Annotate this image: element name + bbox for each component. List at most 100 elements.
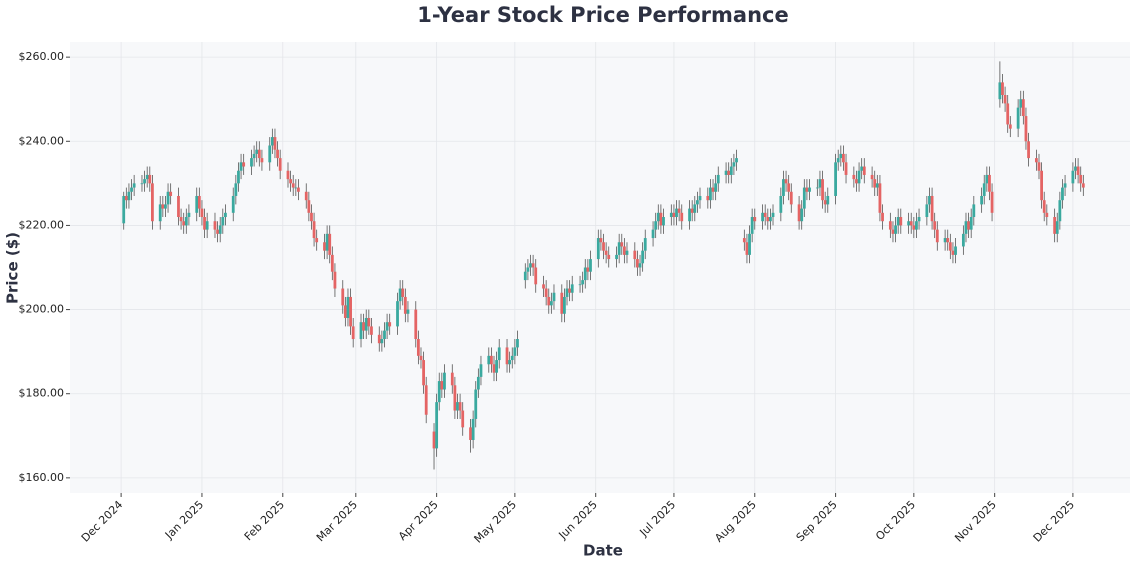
- candle-body: [1003, 95, 1007, 104]
- chart-title: 1-Year Stock Price Performance: [417, 3, 788, 27]
- candle-body: [599, 238, 603, 243]
- candle-body: [607, 254, 611, 260]
- candle-body: [651, 229, 655, 239]
- candle-body: [1042, 200, 1046, 213]
- candle-body: [416, 339, 420, 356]
- candle-body: [570, 284, 574, 293]
- candle-body: [896, 217, 900, 226]
- candle-body: [826, 195, 830, 205]
- candle-body: [297, 187, 300, 192]
- candle-body: [961, 233, 965, 247]
- candle-body: [695, 200, 699, 205]
- candle-body: [1008, 124, 1012, 129]
- candle-body: [396, 301, 399, 327]
- candle-body: [1045, 212, 1049, 218]
- candle-body: [294, 187, 298, 189]
- candle-body: [656, 212, 660, 222]
- candle-body: [341, 288, 345, 306]
- candle-body: [797, 204, 801, 222]
- candle-body: [672, 212, 676, 218]
- candle-body: [216, 229, 219, 234]
- candle-body: [122, 195, 126, 224]
- x-tick-label: Aug 2025: [712, 498, 759, 545]
- candle-body: [487, 355, 491, 365]
- candle-body: [1016, 107, 1020, 129]
- candle-body: [1055, 221, 1059, 234]
- candle-body: [250, 158, 253, 167]
- candle-body: [964, 221, 968, 234]
- candle-body: [972, 204, 976, 218]
- candle-body: [325, 233, 329, 251]
- candle-body: [531, 263, 535, 268]
- candle-body: [205, 221, 209, 230]
- candle-body: [779, 195, 783, 213]
- x-tick-label: May 2025: [472, 498, 520, 546]
- candle-body: [946, 238, 950, 243]
- candle-body: [132, 183, 136, 188]
- y-tick-label: $180.00: [19, 387, 65, 400]
- candle-body: [716, 174, 720, 184]
- candle-body: [164, 204, 167, 209]
- candle-body: [443, 372, 446, 390]
- candle-body: [195, 195, 199, 213]
- candle-body: [513, 347, 517, 356]
- candle-body: [140, 183, 144, 185]
- candle-body: [589, 259, 592, 272]
- y-tick-label: $260.00: [19, 50, 65, 63]
- candle-body: [187, 212, 191, 218]
- candle-body: [688, 208, 691, 222]
- candle-body: [568, 288, 572, 293]
- candle-body: [602, 242, 605, 251]
- candle-body: [735, 158, 738, 163]
- candle-body: [581, 280, 585, 285]
- x-tick-label: Jul 2025: [637, 498, 679, 540]
- candle-body: [693, 204, 697, 213]
- candle-body: [492, 364, 496, 373]
- candle-body: [563, 296, 566, 314]
- candle-body: [982, 183, 986, 196]
- candle-body: [197, 195, 201, 209]
- candle-body: [857, 170, 861, 184]
- candle-body: [200, 208, 204, 218]
- candle-body: [406, 309, 410, 314]
- candle-body: [440, 381, 444, 390]
- candle-body: [362, 322, 366, 331]
- candle-body: [789, 191, 793, 205]
- candle-body: [364, 317, 368, 331]
- candle-body: [526, 267, 530, 272]
- candle-body: [166, 191, 170, 205]
- candle-body: [954, 246, 957, 255]
- candle-body: [489, 355, 493, 365]
- candle-body: [894, 225, 897, 234]
- x-axis-label: Date: [583, 542, 623, 560]
- candle-body: [834, 162, 837, 196]
- candle-body: [359, 322, 363, 340]
- candle-body: [1081, 183, 1085, 188]
- candle-body: [203, 217, 206, 230]
- candle-body: [437, 381, 441, 403]
- candle-body: [268, 145, 272, 163]
- candle-body: [542, 284, 545, 289]
- candle-body: [680, 212, 684, 222]
- candle-body: [304, 191, 308, 201]
- candle-body: [873, 179, 877, 188]
- candle-body: [385, 322, 389, 331]
- candle-body: [578, 284, 582, 286]
- candle-body: [742, 238, 746, 243]
- candle-body: [622, 246, 626, 255]
- candle-body: [158, 204, 162, 222]
- candle-body: [870, 174, 874, 180]
- candle-body: [662, 217, 665, 226]
- candle-body: [565, 288, 569, 297]
- candle-body: [948, 242, 952, 251]
- candle-body: [474, 389, 478, 419]
- candle-body: [583, 267, 587, 281]
- candle-body: [985, 174, 989, 184]
- y-tick-label: $240.00: [19, 134, 65, 147]
- candle-body: [636, 259, 639, 268]
- candle-body: [184, 217, 188, 226]
- candle-body: [547, 296, 551, 306]
- candle-body: [312, 221, 316, 239]
